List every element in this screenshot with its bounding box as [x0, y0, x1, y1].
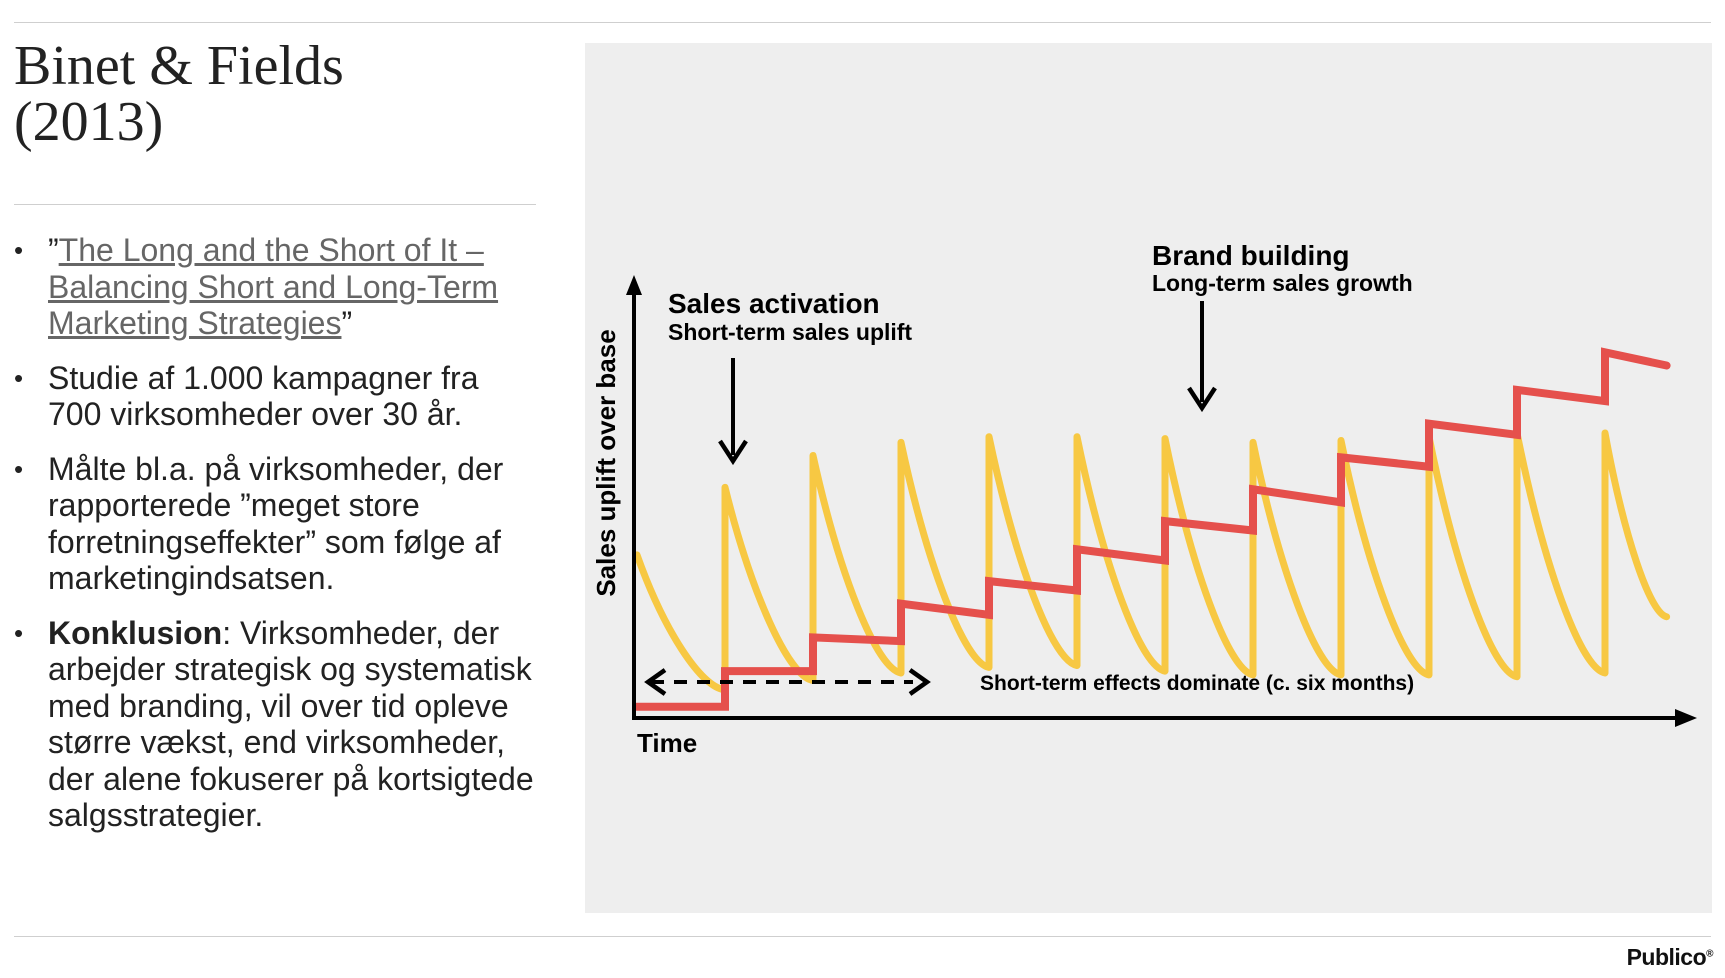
brand-building-subtitle: Long-term sales growth [1152, 270, 1413, 296]
page-title: Binet & Fields (2013) [14, 38, 534, 150]
brand-building-arrowhead [1187, 386, 1217, 413]
chart-figure: Time Sales uplift over base Short-term e… [585, 43, 1712, 913]
bullet-item-source: ”The Long and the Short of It – Balancin… [14, 232, 539, 342]
dashed-arrow-label: Short-term effects dominate (c. six mont… [980, 672, 1414, 695]
chart-svg: Time Sales uplift over base Short-term e… [591, 240, 1697, 758]
x-axis-arrowhead [1675, 709, 1697, 727]
title-line-1: Binet & Fields [14, 35, 344, 97]
brand-building-title: Brand building [1152, 240, 1350, 271]
publico-logo: Publico® [1626, 944, 1714, 971]
title-line-2: (2013) [14, 91, 164, 153]
bottom-rule [14, 936, 1711, 937]
sales-activation-subtitle: Short-term sales uplift [668, 319, 912, 345]
dashed-arrow-left-head [644, 668, 667, 696]
y-axis-label: Sales uplift over base [591, 329, 621, 596]
bullet-list: ”The Long and the Short of It – Balancin… [14, 232, 539, 852]
series-layer [633, 347, 1671, 711]
source-link[interactable]: The Long and the Short of It – Balancing… [48, 232, 499, 341]
conclusion-text: : Virksomheder, der arbejder strategisk … [48, 614, 534, 834]
title-divider [14, 204, 536, 205]
series-short-term-line [633, 429, 1671, 694]
top-rule [14, 22, 1711, 23]
logo-text: Publico [1626, 944, 1707, 970]
sales-activation-title: Sales activation [668, 288, 880, 319]
open-quote: ” [48, 232, 59, 268]
bullet-item-conclusion: Konklusion: Virksomheder, der arbejder s… [14, 615, 539, 834]
x-axis-label: Time [637, 728, 697, 758]
dashed-arrow-right-head [908, 668, 931, 696]
conclusion-label: Konklusion [48, 614, 223, 651]
series-long-term-line [633, 347, 1671, 711]
close-quote: ” [341, 305, 353, 341]
bullet-item-measured: Målte bl.a. på virksomheder, der rapport… [14, 451, 539, 597]
sales-activation-arrowhead [718, 439, 748, 466]
y-axis-arrowhead [626, 275, 642, 295]
logo-registered-mark: ® [1706, 948, 1713, 960]
bullet-item-study: Studie af 1.000 kampagner fra 700 virkso… [14, 360, 539, 433]
